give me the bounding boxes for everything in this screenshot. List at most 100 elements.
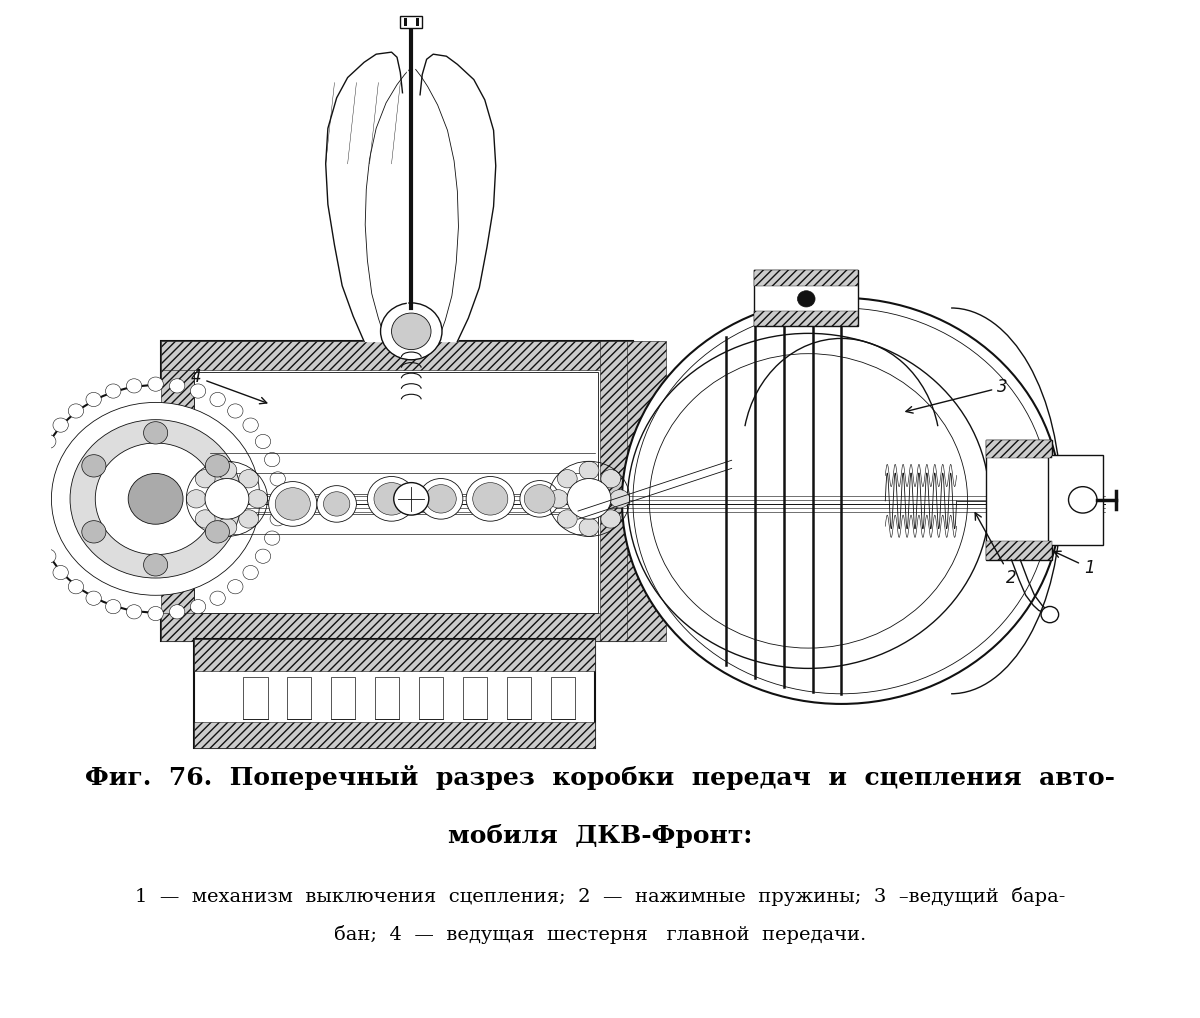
Circle shape bbox=[169, 605, 185, 619]
Circle shape bbox=[580, 518, 599, 536]
Circle shape bbox=[26, 512, 41, 526]
Text: Фиг.  76.  Поперечный  разрез  коробки  передач  и  сцепления  авто-: Фиг. 76. Поперечный разрез коробки перед… bbox=[85, 765, 1115, 790]
Circle shape bbox=[31, 453, 47, 466]
Circle shape bbox=[247, 490, 268, 508]
Circle shape bbox=[317, 486, 356, 522]
Circle shape bbox=[191, 384, 205, 398]
Circle shape bbox=[568, 478, 611, 519]
Circle shape bbox=[196, 510, 215, 528]
Circle shape bbox=[32, 385, 278, 613]
Bar bbox=[194, 639, 594, 672]
Circle shape bbox=[367, 476, 415, 521]
Text: 3: 3 bbox=[906, 378, 1008, 413]
Circle shape bbox=[210, 392, 226, 406]
Circle shape bbox=[205, 455, 229, 477]
Bar bbox=[754, 271, 858, 326]
Circle shape bbox=[524, 485, 556, 513]
Bar bbox=[194, 639, 594, 747]
Circle shape bbox=[52, 402, 260, 596]
Circle shape bbox=[264, 453, 280, 466]
Text: бан;  4  —  ведущая  шестерня   главной  передачи.: бан; 4 — ведущая шестерня главной переда… bbox=[334, 925, 866, 945]
Bar bbox=[287, 677, 312, 719]
Circle shape bbox=[106, 384, 121, 398]
Bar bbox=[419, 677, 443, 719]
Circle shape bbox=[144, 554, 168, 576]
Bar bbox=[403, 17, 407, 25]
Circle shape bbox=[270, 512, 286, 526]
Circle shape bbox=[419, 478, 463, 519]
Circle shape bbox=[239, 510, 258, 528]
Circle shape bbox=[53, 418, 68, 433]
Circle shape bbox=[548, 490, 568, 508]
Bar bbox=[161, 341, 632, 370]
Circle shape bbox=[466, 476, 515, 521]
Circle shape bbox=[217, 518, 236, 536]
Bar bbox=[194, 722, 594, 747]
Bar bbox=[331, 677, 355, 719]
Circle shape bbox=[558, 469, 577, 488]
Text: 1  —  механизм  выключения  сцепления;  2  —  нажимные  пружины;  3  –ведущий  б: 1 — механизм выключения сцепления; 2 — н… bbox=[134, 887, 1066, 906]
Circle shape bbox=[256, 549, 271, 563]
Circle shape bbox=[380, 303, 442, 359]
Circle shape bbox=[394, 483, 428, 515]
Circle shape bbox=[169, 379, 185, 393]
Circle shape bbox=[275, 488, 311, 520]
Circle shape bbox=[324, 492, 350, 516]
Polygon shape bbox=[325, 52, 496, 341]
Circle shape bbox=[601, 510, 620, 528]
Circle shape bbox=[24, 492, 40, 506]
Bar bbox=[754, 312, 858, 326]
Circle shape bbox=[580, 461, 599, 479]
Circle shape bbox=[239, 469, 258, 488]
Bar bbox=[600, 341, 632, 641]
Circle shape bbox=[228, 579, 244, 593]
Bar bbox=[244, 677, 268, 719]
Bar bbox=[463, 677, 487, 719]
Circle shape bbox=[148, 377, 163, 391]
Bar bbox=[376, 677, 400, 719]
Circle shape bbox=[191, 600, 205, 614]
Bar bbox=[401, 15, 422, 27]
Text: 4: 4 bbox=[191, 369, 266, 404]
Circle shape bbox=[41, 549, 56, 563]
Circle shape bbox=[53, 565, 68, 579]
Circle shape bbox=[31, 531, 47, 546]
Circle shape bbox=[272, 492, 287, 506]
Circle shape bbox=[264, 531, 280, 546]
Circle shape bbox=[1042, 607, 1058, 623]
Circle shape bbox=[228, 404, 244, 418]
Circle shape bbox=[601, 469, 620, 488]
Circle shape bbox=[41, 435, 56, 449]
Bar bbox=[161, 613, 632, 641]
Text: 1: 1 bbox=[1054, 551, 1094, 577]
Text: 2: 2 bbox=[976, 513, 1016, 587]
Circle shape bbox=[558, 510, 577, 528]
Circle shape bbox=[126, 379, 142, 393]
Circle shape bbox=[68, 404, 84, 418]
Circle shape bbox=[1068, 487, 1097, 513]
Circle shape bbox=[86, 392, 101, 406]
Circle shape bbox=[622, 298, 1061, 703]
Circle shape bbox=[126, 605, 142, 619]
Circle shape bbox=[82, 520, 106, 543]
Text: мобиля  ДКВ-Фронт:: мобиля ДКВ-Фронт: bbox=[448, 824, 752, 848]
Circle shape bbox=[256, 435, 271, 449]
Circle shape bbox=[520, 480, 559, 517]
Circle shape bbox=[217, 461, 236, 479]
Circle shape bbox=[86, 591, 101, 606]
Circle shape bbox=[391, 314, 431, 349]
Circle shape bbox=[186, 490, 206, 508]
Circle shape bbox=[374, 483, 409, 515]
Bar bbox=[161, 341, 194, 641]
Bar bbox=[415, 17, 419, 25]
Circle shape bbox=[473, 483, 508, 515]
Bar bbox=[986, 440, 1052, 458]
Circle shape bbox=[95, 443, 216, 555]
Circle shape bbox=[210, 591, 226, 606]
Circle shape bbox=[242, 565, 258, 579]
Bar bbox=[1048, 455, 1103, 545]
Bar bbox=[754, 271, 858, 286]
Circle shape bbox=[68, 579, 84, 593]
Circle shape bbox=[70, 419, 241, 578]
Circle shape bbox=[632, 308, 1050, 694]
